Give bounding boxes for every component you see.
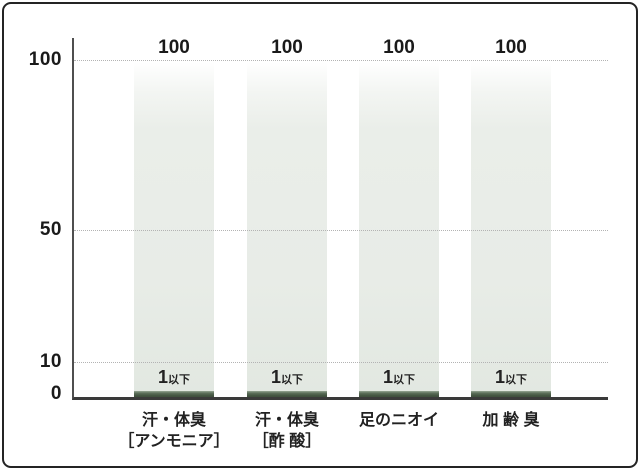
bar-after-dark [134, 391, 214, 397]
bar-before-light [247, 62, 327, 397]
bar-before-light [359, 62, 439, 397]
category-label-line1: 加 齢 臭 [482, 412, 540, 429]
bar-min-label: 1以下 [359, 367, 439, 388]
bar-group-sweat-ammonia: 100 1以下 汗・体臭 ［アンモニア］ [118, 37, 229, 451]
category-label-line2: ［酢 酸］ [252, 433, 322, 450]
category-label: 加 齢 臭 [483, 410, 540, 431]
bar-before-light [134, 62, 214, 397]
category-label: 足のニオイ [359, 410, 439, 431]
gridline-10 [74, 362, 608, 363]
bar-min-label: 1以下 [247, 367, 327, 388]
category-label-line1: 足のニオイ [358, 412, 440, 429]
bar-value-label: 100 [495, 37, 527, 58]
bar-value-label: 100 [158, 37, 190, 58]
min-number: 1 [382, 367, 393, 387]
min-number: 1 [157, 367, 168, 387]
category-label-line1: 汗・体臭 [254, 412, 320, 429]
bar-group-aging-odor: 100 1以下 加 齢 臭 [471, 37, 551, 429]
bar-group-sweat-acetic-acid: 100 1以下 汗・体臭 ［酢 酸］ [247, 37, 327, 450]
y-axis-tick-10: 10 [39, 351, 62, 372]
category-label: 汗・体臭 ［アンモニア］ [118, 410, 229, 452]
bar-after-dark [471, 391, 551, 397]
gridline-50 [74, 230, 608, 231]
min-suffix: 以下 [393, 374, 415, 386]
plot-area: 100 1以下 汗・体臭 ［アンモニア］ 100 1以下 汗・体臭 ［酢 酸］ … [72, 37, 608, 451]
category-label-line1: 汗・体臭 [141, 412, 206, 429]
bar-value-label: 100 [383, 37, 415, 58]
y-axis-tick-100: 100 [28, 49, 62, 70]
gridline-100 [74, 60, 608, 61]
bar-min-label: 1以下 [134, 367, 214, 388]
y-axis-tick-50: 50 [39, 219, 62, 240]
category-label-line2: ［アンモニア］ [118, 433, 230, 450]
bar-value-label: 100 [271, 37, 303, 58]
bar-min-label: 1以下 [471, 367, 551, 388]
min-suffix: 以下 [505, 374, 527, 386]
y-axis-tick-0: 0 [50, 383, 62, 404]
min-suffix: 以下 [168, 374, 190, 386]
min-suffix: 以下 [281, 374, 303, 386]
bar-before-light [471, 62, 551, 397]
category-label: 汗・体臭 ［酢 酸］ [253, 410, 321, 452]
bar-after-dark [359, 391, 439, 397]
bar-group-foot-odor: 100 1以下 足のニオイ [359, 37, 439, 430]
min-number: 1 [270, 367, 281, 387]
min-number: 1 [494, 367, 505, 387]
bar-after-dark [247, 391, 327, 397]
